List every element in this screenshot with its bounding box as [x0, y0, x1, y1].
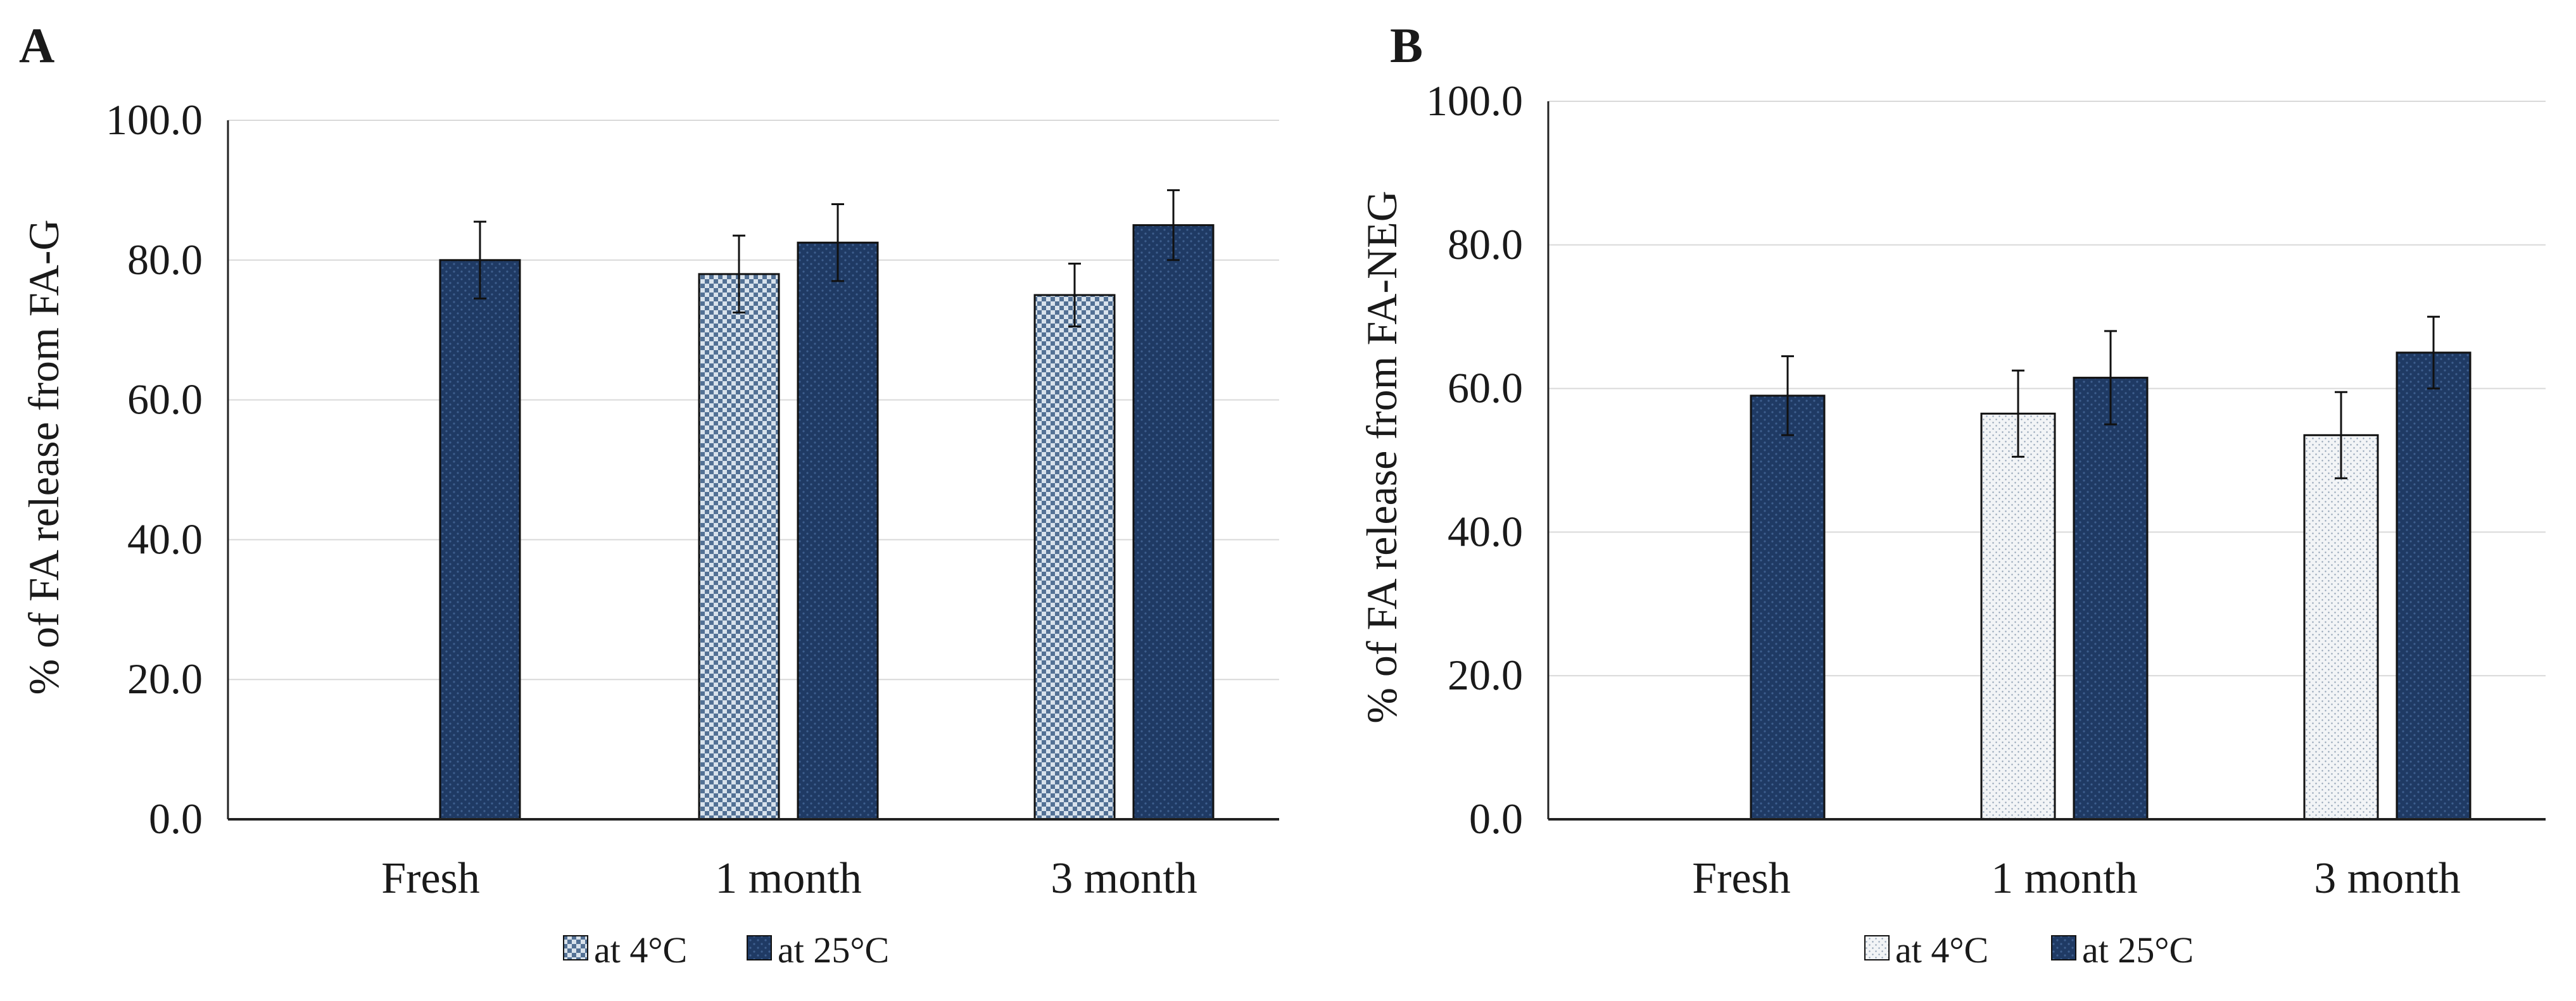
bar-at-25-c [797, 241, 879, 821]
x-category-label: Fresh [1692, 854, 1791, 903]
y-tick-label: 40.0 [127, 515, 203, 563]
y-tick-label: 0.0 [149, 795, 203, 843]
y-tick-label: 60.0 [127, 375, 203, 424]
x-category-label: 1 month [715, 854, 861, 903]
y-tick-label: 40.0 [1448, 507, 1523, 555]
bar-at-4-c [698, 273, 780, 821]
x-category-label: Fresh [381, 854, 480, 903]
bar-at-25-c [2396, 351, 2472, 821]
bar-at-25-c [439, 259, 521, 821]
x-category-label: 3 month [1051, 854, 1197, 903]
x-category-label: 1 month [1991, 854, 2137, 903]
panel-a: A % of FA release from FA-G 0.0 20.0 40.0 6… [19, 18, 1279, 971]
panel-label: A [19, 18, 54, 73]
legend-label: at 25°C [778, 929, 889, 971]
panel-b: B % of FA release from FA-NEG 0.0 20.0 40.… [1358, 18, 2546, 971]
y-axis-title: % of FA release from FA-NEG [1358, 191, 1406, 724]
bar-at-25-c [1750, 394, 1826, 821]
y-tick-label: 100.0 [1426, 77, 1523, 125]
y-tick-label: 20.0 [1448, 651, 1523, 699]
legend-label: at 25°C [2082, 929, 2194, 971]
panel-label: B [1390, 18, 1423, 73]
bar-at-4-c [1980, 412, 2056, 821]
y-axis-title: % of FA release from FA-G [20, 220, 68, 695]
legend-label: at 4°C [1895, 929, 1988, 971]
y-tick-label: 80.0 [127, 236, 203, 284]
bar-at-25-c [1132, 224, 1215, 821]
y-tick-label: 60.0 [1448, 364, 1523, 412]
legend-swatch [747, 935, 772, 960]
legend-label: at 4°C [594, 929, 687, 971]
bar-at-25-c [2073, 377, 2149, 821]
legend-swatch [563, 935, 588, 960]
bar-at-4-c [1033, 294, 1116, 821]
y-tick-label: 0.0 [1469, 795, 1523, 843]
x-category-label: 3 month [2314, 854, 2460, 903]
legend-swatch [2051, 935, 2076, 960]
bar-at-4-c [2303, 434, 2379, 821]
y-tick-label: 20.0 [127, 655, 203, 703]
y-tick-label: 80.0 [1448, 220, 1523, 268]
legend-swatch [1864, 935, 1890, 960]
y-tick-label: 100.0 [106, 96, 203, 144]
